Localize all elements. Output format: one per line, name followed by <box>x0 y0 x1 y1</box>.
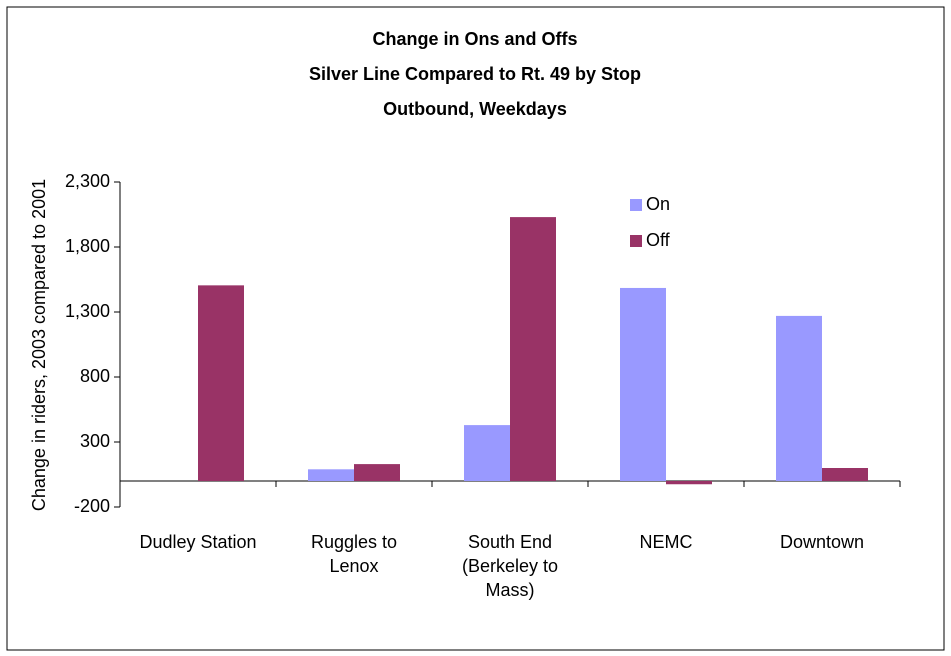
y-tick-label: 300 <box>80 431 110 451</box>
x-tick-label: Dudley Station <box>139 532 257 552</box>
x-tick-label: Downtown <box>779 532 865 552</box>
y-tick-label: 800 <box>80 366 110 386</box>
bar <box>464 425 510 481</box>
y-axis-label: Change in riders, 2003 compared to 2001 <box>29 179 49 511</box>
legend-label: Off <box>646 230 671 250</box>
chart-subtitle: Outbound, Weekdays <box>383 99 567 119</box>
y-tick-label: 1,300 <box>65 301 110 321</box>
bar <box>198 285 244 481</box>
bar <box>822 468 868 481</box>
y-tick-label: 1,800 <box>65 236 110 256</box>
bar <box>510 217 556 481</box>
chart-subtitle: Silver Line Compared to Rt. 49 by Stop <box>309 64 641 84</box>
legend-swatch <box>630 235 642 247</box>
y-tick-label: -200 <box>74 496 110 516</box>
legend-swatch <box>630 199 642 211</box>
x-tick-label: South End (Berkeley to Mass) <box>461 532 559 600</box>
bar <box>354 464 400 481</box>
legend-label: On <box>646 194 670 214</box>
bar <box>776 315 822 481</box>
bar <box>308 469 354 481</box>
bar <box>666 481 712 485</box>
x-tick-label: NEMC <box>639 532 693 552</box>
y-tick-label: 2,300 <box>65 171 110 191</box>
chart-title: Change in Ons and Offs <box>372 29 577 49</box>
bar <box>620 287 666 481</box>
x-tick-label: Ruggles to Lenox <box>310 532 398 576</box>
